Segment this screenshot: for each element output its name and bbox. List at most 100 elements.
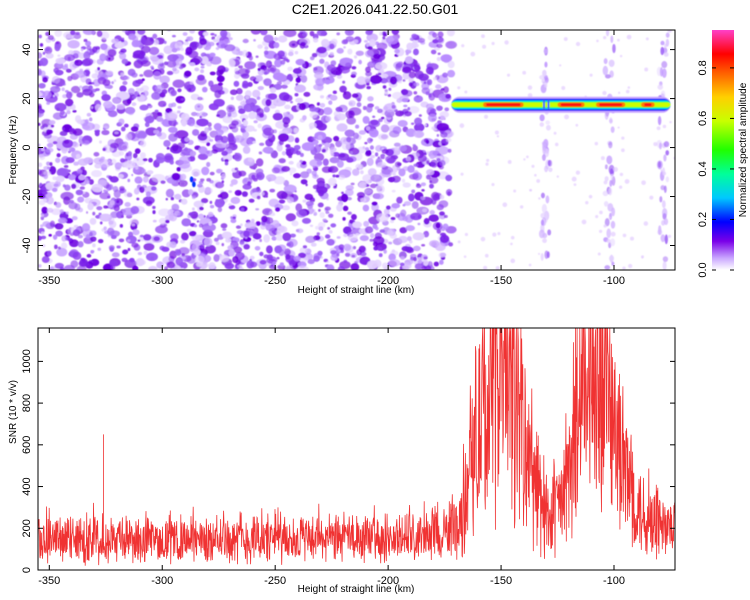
colorbar: 0.0 0.2 0.4 0.6 0.8 Normalized spectral ampl… — [697, 30, 749, 278]
noise-blob — [417, 222, 421, 226]
streak-blob — [663, 154, 667, 162]
noise-blob — [257, 123, 262, 129]
noise-blob — [319, 102, 326, 108]
noise-blob — [69, 127, 75, 133]
noise-blob — [278, 158, 286, 164]
noise-blob — [94, 104, 102, 112]
noise-blob — [343, 46, 346, 49]
noise-blob — [365, 66, 371, 73]
faint-blob — [457, 240, 461, 244]
noise-blob — [299, 152, 304, 158]
faint-blob — [502, 202, 508, 208]
noise-blob — [296, 209, 307, 218]
noise-blob — [408, 71, 416, 79]
noise-blob — [253, 120, 258, 124]
noise-blob — [134, 130, 148, 139]
noise-blob — [214, 181, 225, 189]
x-tick-label: -100 — [603, 275, 625, 287]
noise-blob — [386, 230, 394, 237]
streak-blob — [662, 207, 668, 218]
noise-blob — [167, 111, 178, 119]
noise-blob — [201, 56, 209, 65]
noise-blob — [189, 80, 194, 85]
noise-blob — [427, 79, 433, 86]
noise-blob — [415, 183, 422, 188]
colorbar-tick-label: 0.2 — [697, 212, 709, 227]
y-tick-label: -20 — [21, 189, 33, 205]
noise-blob — [51, 76, 61, 84]
noise-blob — [210, 83, 224, 93]
noise-blob — [71, 216, 78, 221]
signal-peak — [598, 103, 623, 107]
noise-blob — [38, 109, 44, 118]
noise-blob — [209, 71, 216, 76]
noise-blob — [165, 219, 170, 224]
noise-blob — [408, 82, 413, 87]
noise-blob — [258, 151, 263, 155]
noise-blob — [438, 259, 444, 265]
noise-blob — [413, 172, 419, 178]
noise-blob — [55, 157, 61, 163]
heatmap-y-axis-label: Frequency (Hz) — [8, 116, 19, 185]
noise-blob — [82, 88, 93, 96]
noise-blob — [118, 150, 125, 156]
noise-blob — [152, 33, 158, 39]
noise-blob — [255, 158, 264, 167]
faint-blob — [618, 185, 623, 189]
noise-blob — [231, 120, 239, 126]
noise-blob — [394, 146, 400, 151]
streak-blob — [603, 58, 608, 65]
noise-blob — [336, 253, 340, 257]
faint-blob — [603, 224, 607, 228]
noise-blob — [328, 166, 334, 171]
streak-blob — [657, 229, 663, 236]
noise-blob — [181, 218, 192, 227]
noise-blob — [78, 260, 89, 267]
noise-blob — [90, 106, 94, 109]
noise-blob — [205, 216, 210, 219]
noise-blob — [427, 113, 437, 123]
noise-blob — [278, 248, 285, 257]
noise-blob — [128, 33, 137, 41]
noise-blob — [314, 144, 322, 153]
noise-blob — [74, 59, 83, 67]
noise-blob — [114, 41, 125, 49]
noise-blob — [408, 106, 420, 114]
noise-blob — [132, 80, 141, 87]
noise-blob — [174, 130, 189, 139]
noise-blob — [157, 112, 162, 116]
noise-blob — [55, 202, 62, 209]
noise-blob — [38, 235, 43, 241]
streak-blob — [609, 168, 614, 175]
streak-blob — [665, 176, 670, 183]
noise-blob — [299, 159, 303, 163]
noise-blob — [388, 87, 392, 91]
noise-blob — [200, 198, 209, 204]
noise-blob — [66, 91, 73, 99]
noise-blob — [208, 262, 216, 270]
noise-blob — [269, 103, 277, 109]
noise-blob — [192, 181, 196, 188]
noise-blob — [414, 263, 424, 270]
noise-blob — [423, 218, 430, 225]
heatmap-frame — [37, 29, 676, 271]
noise-blob — [207, 211, 214, 218]
noise-blob — [296, 265, 310, 270]
faint-blob — [644, 67, 649, 72]
x-tick-label: -300 — [151, 275, 173, 287]
noise-blob — [241, 73, 250, 79]
faint-blob — [628, 263, 633, 269]
noise-blob — [263, 106, 270, 113]
noise-blob — [439, 194, 445, 200]
noise-blob — [333, 135, 340, 142]
noise-blob — [136, 158, 140, 161]
noise-blob — [376, 161, 387, 168]
faint-blob — [510, 235, 515, 240]
noise-blob — [141, 168, 146, 174]
noise-blob — [412, 145, 418, 152]
noise-blob — [423, 259, 429, 266]
noise-blob — [188, 189, 194, 195]
noise-blob — [215, 168, 222, 174]
noise-blob — [363, 39, 368, 43]
